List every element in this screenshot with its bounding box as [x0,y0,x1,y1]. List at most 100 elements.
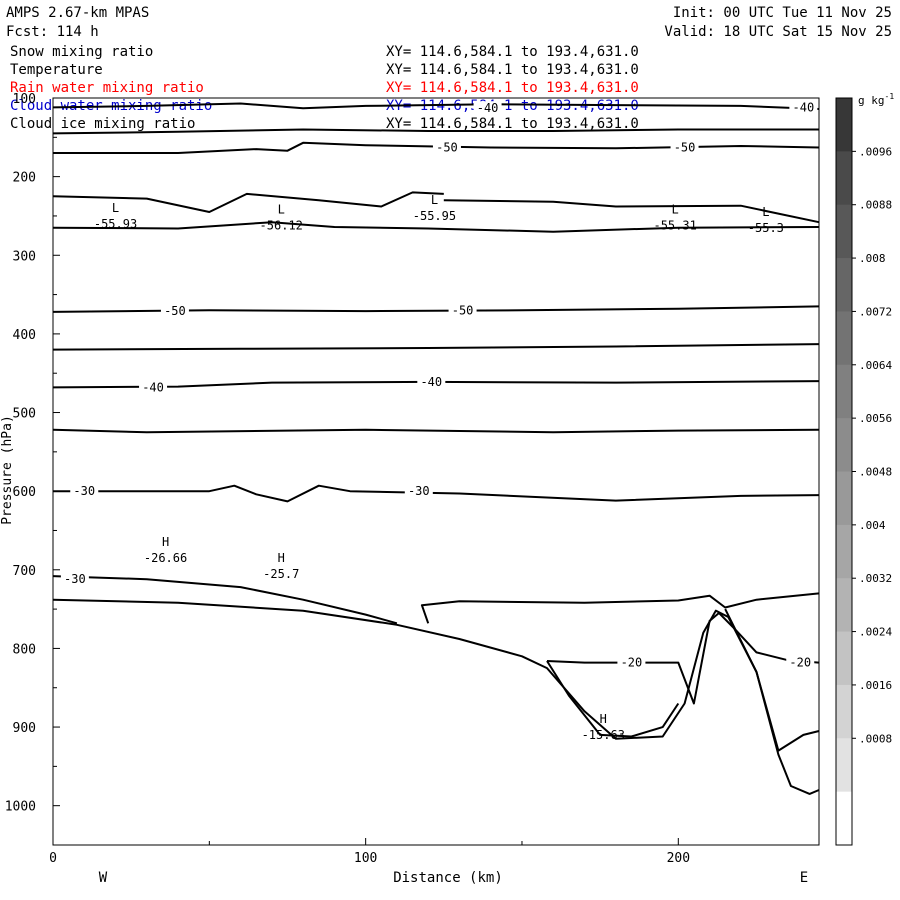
y-tick-label: 800 [13,642,36,657]
colorbar-tick-label: .008 [859,252,886,265]
contour-label: -40 [142,380,164,394]
colorbar-tick-label: .004 [859,519,886,532]
valid-time: Valid: 18 UTC Sat 15 Nov 25 [664,24,892,40]
field-xy-cloud-ice: XY= 114.6,584.1 to 193.4,631.0 [386,116,639,132]
extremum-value: -25.7 [263,567,299,581]
contour-label: -50 [452,303,474,317]
contour-label-background [473,101,502,116]
colorbar-swatch [836,151,852,206]
contour-label-background [417,374,446,389]
contour-label-background [786,655,815,670]
colorbar-swatch [836,578,852,633]
extremum-marker: H [162,535,169,549]
colorbar-swatch [836,311,852,366]
init-time: Init: 00 UTC Tue 11 Nov 25 [672,5,892,21]
field-name-cloud-ice: Cloud ice mixing ratio [10,116,196,132]
colorbar-tick-label: .0064 [859,359,892,372]
extremum-marker: L [762,205,769,219]
temperature-contour-line [52,191,444,213]
contour-label: -30 [408,484,430,498]
temperature-contour-line [52,575,398,625]
field-xy-temperature: XY= 114.6,584.1 to 193.4,631.0 [386,62,639,78]
y-tick-label: 200 [13,171,36,186]
contour-label: -20 [621,656,643,670]
colorbar-swatch [836,471,852,526]
colorbar-unit-exponent: -1 [885,92,895,101]
extremum-marker: L [672,203,679,217]
contour-label: -30 [64,572,86,586]
colorbar-tick-label: .0048 [859,466,892,479]
field-name-snow: Snow mixing ratio [10,44,154,60]
temperature-contour-line [52,128,819,135]
extrema-markers: L -55.93 L -56.12 L -55.95 L -55.31 L -55.3 H -26.6… [94,193,784,742]
contour-label: -40 [420,375,442,389]
field-xy-rain: XY= 114.6,584.1 to 193.4,631.0 [386,80,639,96]
temperature-contour-line [52,343,820,351]
colorbar-tick-label: .0032 [859,572,892,585]
colorbar-swatch [836,418,852,472]
temperature-contour-line [443,199,820,224]
colorbar-tick-label: .0088 [859,199,892,212]
colorbar-swatch [836,204,852,259]
x-axis-label: Distance (km) [393,870,503,886]
contour-label-background [404,484,433,499]
temperature-contour-line [52,102,820,110]
extremum-value: -26.66 [144,551,187,565]
contour-label-background [60,572,89,587]
extremum-value: -55.93 [94,217,137,231]
contour-label-background [70,484,99,499]
y-tick-label: 400 [13,328,36,343]
colorbar-tick-label: .0096 [859,145,892,158]
model-title: AMPS 2.67-km MPAS [6,5,150,21]
field-name-rain: Rain water mixing ratio [10,80,204,96]
temperature-contour-line [546,612,820,705]
temperature-contour-line [546,660,680,738]
extremum-value: -55.3 [748,221,784,235]
colorbar-swatch [836,364,852,419]
x-axis-east-label: E [800,870,808,886]
temperature-contour-line [52,221,820,233]
extremum-marker: L [112,201,119,215]
contour-label-background [670,140,699,155]
contour-label: -50 [164,304,186,318]
temperature-contour-line [52,428,820,434]
contour-label-background [139,380,168,395]
contour-label: -40 [793,100,815,114]
x-tick-label: 200 [667,851,690,866]
x-axis-west-label: W [99,870,108,886]
colorbar-swatch [836,738,852,793]
terrain-outline [52,598,820,795]
contour-label: -50 [674,141,696,155]
plot-frame [52,97,820,846]
colorbar-tick-label: .0056 [859,412,892,425]
extremum-marker: L [278,203,285,217]
temperature-contour-line [53,484,820,503]
colorbar-tick-label: .0008 [859,732,892,745]
extremum-marker: H [600,712,607,726]
x-tick-label: 0 [49,851,57,866]
colorbar-swatch [836,791,852,846]
colorbar-tick-label: .0072 [859,305,892,318]
colorbar-swatch [836,258,852,312]
y-tick-label: 900 [13,721,36,736]
colorbar-tick-label: .0016 [859,679,892,692]
field-name-temperature: Temperature [10,62,103,78]
contour-label-background [448,303,477,318]
contour-label-background [617,655,646,670]
colorbar-swatch [836,684,852,739]
contour-label-background [432,140,461,155]
contour-label-background [789,100,818,115]
contour-label-background [160,304,189,319]
terrain-line [52,598,820,795]
y-axis-label: Pressure (hPa) [0,415,15,525]
colorbar-swatch [836,524,852,579]
contour-label: -40 [477,101,499,115]
colorbar-swatch [836,98,852,152]
extremum-marker: H [278,551,285,565]
extremum-value: -55.31 [653,219,696,233]
colorbar: .0096 .0088 .008 .0072 .0064 .0056 .0048 .004 .0… [835,92,895,846]
y-tick-label: 700 [13,564,36,579]
forecast-hour: Fcst: 114 h [6,24,99,40]
field-xy-snow: XY= 114.6,584.1 to 193.4,631.0 [386,44,639,60]
